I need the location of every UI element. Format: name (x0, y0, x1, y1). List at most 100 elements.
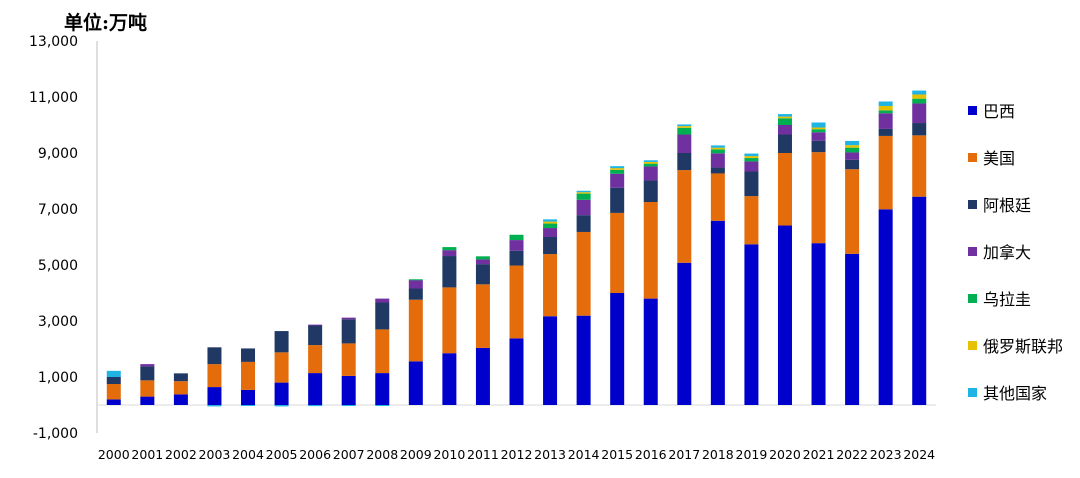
bar-segment (610, 212, 625, 293)
bar-segment (878, 209, 893, 405)
x-tick-label: 2018 (702, 447, 734, 462)
bar-segment (106, 377, 121, 384)
x-tick-label: 2014 (568, 447, 600, 462)
legend-item: 其他国家 (968, 380, 1047, 404)
bar-segment (408, 280, 423, 289)
bar-segment (811, 127, 826, 130)
bar-segment (610, 173, 625, 188)
bar-segment (207, 347, 222, 365)
x-tick-label: 2006 (299, 447, 331, 462)
bar-segment (375, 405, 390, 406)
bar-segment (643, 160, 658, 162)
bar-segment (274, 331, 289, 353)
bar-segment (677, 126, 692, 128)
bar-segment (845, 140, 860, 146)
bar-segment (543, 228, 558, 237)
bar-segment (341, 343, 356, 376)
x-tick-label: 2015 (601, 447, 633, 462)
legend-item: 巴西 (968, 98, 1015, 122)
bar-segment (140, 366, 155, 381)
bar-segment (677, 153, 692, 171)
y-tick-label: 3,000 (38, 314, 78, 330)
bar-segment (777, 134, 792, 153)
bar-segment (543, 316, 558, 405)
bar-segment (912, 196, 927, 405)
bar-segment (777, 118, 792, 125)
y-tick-label: 7,000 (38, 202, 78, 218)
bar-segment (375, 298, 390, 303)
bar-segment (912, 90, 927, 95)
bar-segment (811, 132, 826, 141)
bar-segment (610, 168, 625, 170)
bar-segment (274, 382, 289, 405)
bar-segment (543, 254, 558, 317)
bar-segment (878, 110, 893, 114)
bar-segment (610, 293, 625, 405)
bar-segment (475, 284, 490, 348)
bar-segment (878, 101, 893, 106)
bar-segment (811, 140, 826, 153)
bar-segment (710, 149, 725, 154)
bar-segment (408, 288, 423, 300)
x-tick-label: 2005 (266, 447, 298, 462)
x-tick-label: 2021 (803, 447, 835, 462)
bar-segment (811, 243, 826, 405)
x-tick-label: 2023 (870, 447, 902, 462)
bar-segment (543, 219, 558, 222)
bar-segment (442, 353, 457, 405)
y-tick-label: 5,000 (38, 258, 78, 274)
bar-segment (408, 299, 423, 362)
bar-segment (140, 364, 155, 367)
bar-segment (576, 231, 591, 316)
bar-segment (777, 153, 792, 226)
bar-segment (710, 173, 725, 221)
bar-segment (241, 348, 256, 362)
bar-segment (207, 364, 222, 388)
bar-segment (811, 122, 826, 128)
bar-segment (576, 190, 591, 193)
bar-segment (543, 237, 558, 255)
bar-segment (442, 250, 457, 257)
bar-segment (878, 113, 893, 129)
bar-segment (308, 325, 323, 346)
legend-swatch (968, 293, 977, 303)
bar-segment (777, 225, 792, 405)
bar-segment (576, 215, 591, 232)
bar-segment (912, 94, 927, 99)
bar-segment (777, 125, 792, 135)
bar-segment (845, 147, 860, 153)
bar-segment (308, 345, 323, 374)
bar-segment (173, 381, 188, 395)
bar-segment (173, 373, 188, 382)
bar-segment (475, 264, 490, 285)
x-tick-label: 2004 (232, 447, 264, 462)
bar-segment (576, 193, 591, 200)
legend-swatch (968, 199, 977, 209)
bar-segment (912, 103, 927, 124)
legend-label: 阿根廷 (983, 196, 1032, 215)
legend-item: 俄罗斯联邦 (968, 333, 1063, 357)
bar-segment (677, 262, 692, 405)
bar-segment (442, 256, 457, 288)
x-tick-label: 2010 (433, 447, 465, 462)
x-tick-label: 2024 (903, 447, 935, 462)
legend-swatch (968, 387, 977, 397)
bar-segment (744, 244, 759, 405)
bar-segment (509, 250, 524, 266)
bar-segment (543, 223, 558, 229)
bar-segment (475, 259, 490, 265)
legend-swatch (968, 340, 977, 350)
bar-segment (375, 329, 390, 374)
legend-label: 乌拉圭 (983, 290, 1032, 309)
legend-label: 其他国家 (983, 384, 1048, 403)
y-tick-label: 9,000 (38, 146, 78, 162)
legend-label: 巴西 (983, 102, 1016, 121)
bar-segment (274, 352, 289, 383)
legend-label: 俄罗斯联邦 (983, 337, 1064, 356)
bar-segment (106, 384, 121, 400)
bar-segment (878, 135, 893, 210)
bar-segment (710, 167, 725, 174)
x-tick-label: 2003 (199, 447, 231, 462)
x-tick-label: 2002 (165, 447, 197, 462)
